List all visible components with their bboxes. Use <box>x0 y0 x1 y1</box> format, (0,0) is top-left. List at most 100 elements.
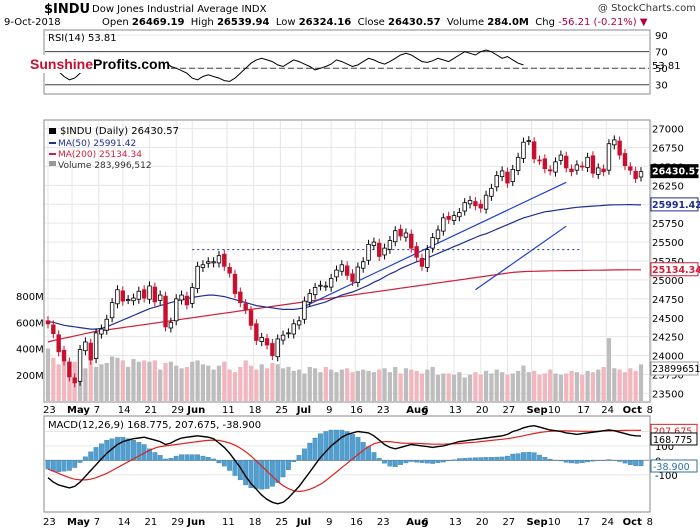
x-tick-label: 21 <box>145 405 158 416</box>
volume-bar <box>409 369 414 401</box>
x-tick-label: 6 <box>422 405 428 416</box>
x-tick-label: 9 <box>326 405 332 416</box>
macd-histogram-bar <box>558 460 564 462</box>
volume-bar <box>553 373 558 401</box>
macd-histogram-bar <box>163 458 168 461</box>
volume-bar <box>312 368 318 401</box>
candle-body <box>398 228 403 237</box>
candle-body <box>478 203 483 209</box>
candle-body <box>222 253 227 267</box>
macd-histogram-bar <box>537 454 542 461</box>
macd-histogram-bar <box>248 460 254 489</box>
volume-bar <box>136 361 141 401</box>
x-tick-label-macd: 14 <box>118 517 131 528</box>
x-tick-label-macd: 6 <box>422 517 428 528</box>
candle-body <box>515 156 521 171</box>
ma200-legend: MA(200) 25134.34 <box>58 150 142 160</box>
candle-body <box>312 287 318 296</box>
macd-histogram-bar <box>72 460 78 468</box>
macd-histogram-bar <box>526 451 532 461</box>
candle-body <box>238 291 243 304</box>
candle-body <box>393 230 398 243</box>
macd-histogram-bar <box>424 460 430 464</box>
volume-bar <box>606 338 612 401</box>
candle-body <box>494 175 499 188</box>
macd-histogram-bar <box>168 458 174 461</box>
macd-histogram-bar <box>136 442 142 461</box>
macd-histogram-bar <box>56 460 62 473</box>
x-tick-label-macd: Jun <box>186 517 205 528</box>
volume-bar <box>403 368 409 401</box>
volume-bar <box>574 372 580 401</box>
logo-part-sunshine: Sunshine <box>30 56 94 72</box>
macd-histogram-bar <box>382 460 387 464</box>
x-tick-label: 29 <box>171 405 184 416</box>
candle-body <box>88 342 93 361</box>
candle-body <box>254 323 259 341</box>
candle-body <box>120 290 125 302</box>
volume-bar <box>345 368 350 401</box>
candle-body <box>344 265 350 276</box>
exchange-name: INDX <box>241 4 267 15</box>
x-tick-label: 18 <box>249 405 262 416</box>
volume-bar <box>585 370 590 401</box>
x-tick-label-macd: 10 <box>548 517 561 528</box>
x-tick-label-macd: 7 <box>94 517 100 528</box>
candle-body <box>419 257 425 267</box>
x-tick-label: 23 <box>43 405 56 416</box>
candle-body <box>307 293 312 303</box>
macd-histogram-bar <box>269 460 275 487</box>
macd-histogram-bar <box>286 460 291 470</box>
candle-body <box>227 267 232 274</box>
candle-body <box>558 154 564 161</box>
macd-histogram-bar <box>184 454 190 461</box>
volume-bar <box>564 373 569 401</box>
volume-bar <box>638 364 644 401</box>
macd-histogram-bar <box>531 452 537 461</box>
macd-histogram-bar <box>408 460 414 462</box>
volume-bar <box>163 363 168 401</box>
x-tick-label: 23 <box>377 405 390 416</box>
macd-histogram-bar <box>499 456 505 461</box>
volume-bar <box>200 364 206 401</box>
x-tick-label: Aug <box>406 405 428 416</box>
volume-bar <box>56 364 61 401</box>
volume-tick-label: 600M <box>16 318 44 329</box>
macd-histogram-bar <box>414 460 420 463</box>
volume-bar <box>467 374 473 401</box>
macd-histogram-bar <box>563 460 569 463</box>
high-value: 26539.94 <box>216 17 270 28</box>
volume-bar <box>612 368 617 401</box>
volume-bar <box>67 368 72 401</box>
volume-bar <box>280 368 286 401</box>
macd-histogram-bar <box>483 457 489 461</box>
volume-bar <box>120 360 125 401</box>
candle-body <box>115 289 120 305</box>
candle-body <box>403 232 409 238</box>
price-current-box <box>650 262 699 277</box>
volume-bar <box>45 348 51 401</box>
candle-body <box>564 155 569 169</box>
price-current-box <box>650 164 699 179</box>
open-value: 26469.19 <box>131 17 185 28</box>
macd-histogram-bar <box>585 460 590 463</box>
macd-histogram-bar <box>291 460 297 462</box>
candle-body <box>547 169 553 172</box>
macd-signal-line <box>47 429 642 493</box>
candle-body <box>585 156 590 168</box>
x-tick-label: 16 <box>350 405 363 416</box>
macd-histogram-bar <box>221 460 227 467</box>
volume-bar <box>419 373 425 401</box>
candle-body <box>77 349 83 382</box>
candle-body <box>67 361 72 378</box>
x-tick-label: Jul <box>296 405 311 416</box>
x-tick-label-macd: 29 <box>171 517 184 528</box>
macd-histogram-bar <box>451 459 457 461</box>
ma50-line <box>47 203 642 330</box>
macd-histogram-bar <box>366 446 371 461</box>
volume-bar <box>548 369 553 401</box>
x-tick-label: Sep <box>526 405 547 416</box>
volume-bar <box>398 373 403 401</box>
candle-body <box>302 300 307 320</box>
volume-bar <box>628 368 633 401</box>
